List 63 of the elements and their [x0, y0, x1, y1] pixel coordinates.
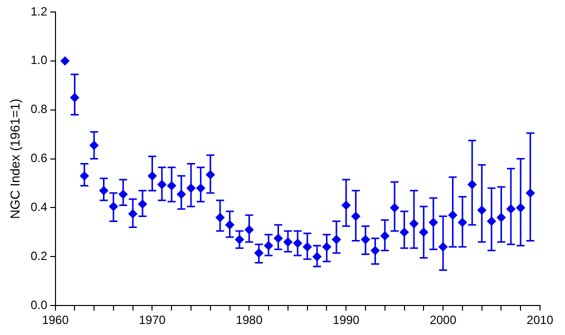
point	[302, 242, 312, 252]
point	[274, 234, 283, 243]
y-tick-label: 0.0	[30, 298, 48, 312]
x-tick-label: 2010	[526, 313, 554, 328]
point	[370, 246, 380, 256]
point	[264, 241, 274, 250]
point	[196, 184, 206, 193]
point	[157, 180, 166, 189]
point	[283, 237, 292, 246]
point	[70, 93, 80, 102]
point	[342, 200, 351, 210]
point	[428, 218, 438, 227]
point	[458, 218, 467, 227]
point	[138, 200, 148, 209]
point	[496, 213, 506, 222]
x-tick-label: 1970	[138, 313, 166, 328]
point	[380, 231, 390, 240]
y-tick-label: 1.0	[30, 53, 48, 68]
point	[332, 235, 341, 244]
point	[108, 202, 118, 212]
point	[128, 209, 138, 218]
point	[225, 220, 234, 230]
point	[99, 186, 108, 196]
point	[60, 56, 70, 66]
y-tick-label: 0.2	[30, 248, 48, 263]
x-tick-label: 1980	[236, 313, 263, 328]
point	[148, 171, 157, 180]
point	[351, 212, 360, 221]
point	[438, 242, 448, 252]
point	[409, 219, 418, 228]
point	[419, 228, 428, 237]
point	[118, 190, 128, 199]
point	[477, 206, 486, 215]
point	[322, 242, 332, 252]
x-tick-label: 2000	[430, 313, 457, 328]
point	[312, 252, 322, 262]
point	[90, 140, 99, 150]
point	[390, 203, 400, 212]
point	[526, 188, 535, 198]
point	[293, 238, 302, 248]
point	[448, 210, 458, 220]
x-tick-label: 1960	[42, 313, 69, 328]
point	[206, 170, 215, 180]
point	[506, 204, 516, 214]
point	[176, 190, 186, 199]
y-tick-label: 0.6	[30, 151, 48, 166]
y-tick-label: 1.2	[30, 4, 48, 18]
point	[400, 228, 409, 237]
point	[244, 225, 254, 234]
point	[516, 203, 526, 212]
y-tick-label: 0.8	[30, 102, 48, 116]
point	[80, 171, 89, 180]
point	[361, 235, 370, 244]
y-tick-label: 0.4	[30, 200, 48, 214]
point	[487, 216, 496, 226]
point	[186, 184, 196, 193]
point	[167, 181, 176, 190]
point	[254, 248, 264, 258]
y-axis-title: NGC Index (1961=1)	[7, 98, 22, 219]
x-tick-label: 1990	[332, 313, 360, 328]
point	[468, 180, 477, 189]
point	[216, 213, 225, 222]
point	[234, 235, 244, 244]
